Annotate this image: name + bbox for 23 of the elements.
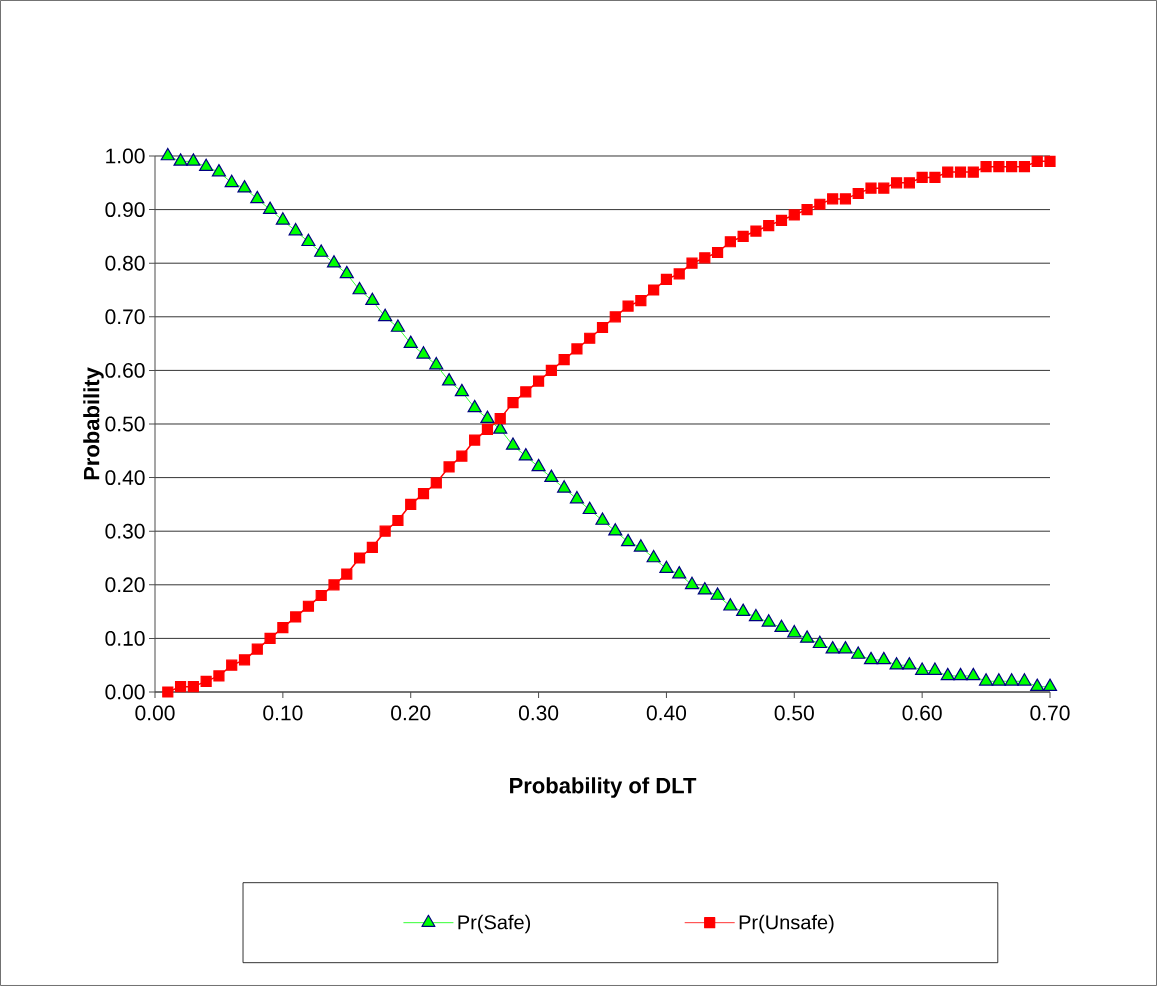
x-tick-label: 0.00 bbox=[135, 705, 175, 721]
y-tick-label: 0.70 bbox=[105, 309, 145, 325]
y-tick-label: 0.00 bbox=[105, 684, 145, 700]
y-tick-label: 0.50 bbox=[105, 416, 145, 432]
x-tick-label: 0.40 bbox=[646, 705, 687, 721]
y-tick-label: 0.30 bbox=[105, 523, 145, 539]
y-tick-label: 0.60 bbox=[105, 362, 145, 378]
y-tick-label: 0.80 bbox=[105, 255, 145, 271]
y-tick-label: 0.40 bbox=[105, 470, 145, 486]
x-tick-label: 0.10 bbox=[263, 705, 303, 721]
y-tick-label: 0.20 bbox=[105, 577, 145, 593]
y-tick-label: 1.00 bbox=[106, 148, 145, 164]
x-tick-label: 0.50 bbox=[774, 705, 814, 721]
x-tick-label: 0.60 bbox=[902, 705, 942, 721]
legend-label: Pr(Safe) bbox=[458, 914, 531, 934]
y-axis-title: Probability bbox=[83, 367, 104, 480]
y-tick-label: 0.90 bbox=[105, 202, 145, 218]
y-tick-label: 0.10 bbox=[105, 630, 145, 646]
legend-label: Pr(Unsafe) bbox=[739, 914, 834, 934]
x-tick-label: 0.30 bbox=[518, 705, 559, 721]
x-tick-label: 0.20 bbox=[391, 705, 431, 721]
x-axis-title: Probability of DLT bbox=[510, 777, 697, 798]
x-tick-label: 0.70 bbox=[1030, 705, 1070, 721]
